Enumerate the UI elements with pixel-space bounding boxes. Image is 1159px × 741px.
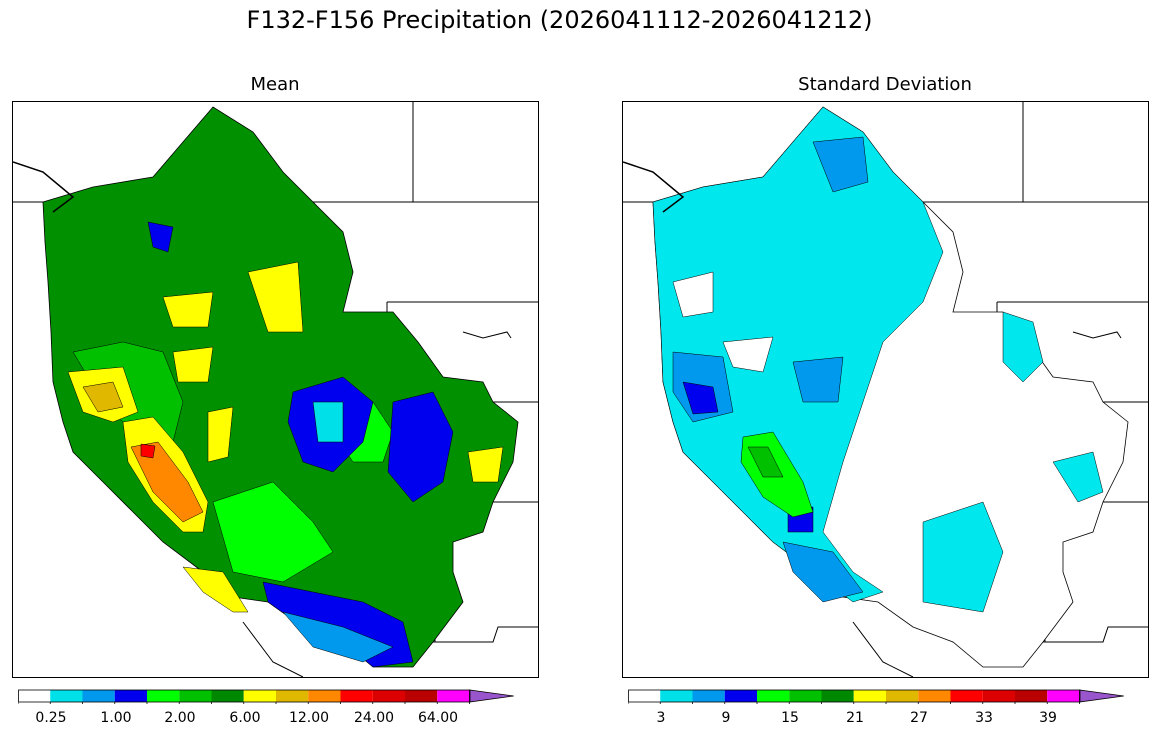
- stddev-tick-label: 3: [656, 710, 666, 726]
- colorbar-segment: [1015, 690, 1048, 702]
- colorbar-extend-triangle: [1079, 689, 1124, 703]
- stddev-region-lightblue-4: [782, 541, 864, 603]
- colorbar-segment: [372, 690, 405, 702]
- mean-region-gold: [82, 381, 124, 413]
- colorbar-segment: [950, 690, 983, 702]
- colorbar-segment: [243, 690, 276, 702]
- stddev-map-canvas: [623, 102, 1148, 677]
- mean-tick-label: 0.25: [35, 710, 67, 726]
- colorbar-frame: [628, 689, 1081, 703]
- colorbar-segment: [405, 690, 438, 702]
- mean-region-yellow-3: [247, 261, 304, 333]
- stddev-tick-label: 15: [781, 710, 799, 726]
- colorbar-segment: [147, 690, 180, 702]
- mean-tick-label: 1.00: [100, 710, 132, 726]
- stddev-region-white-2: [722, 336, 774, 373]
- mean-region-yellow-6: [207, 406, 234, 463]
- stddev-region-blue-1: [682, 381, 719, 415]
- stddev-map: [622, 101, 1149, 678]
- colorbar-segment: [918, 690, 951, 702]
- mean-panel-title: Mean: [250, 74, 300, 95]
- colorbar-segment: [692, 690, 725, 702]
- stddev-tick-label: 39: [1039, 710, 1057, 726]
- colorbar-segment: [853, 690, 886, 702]
- stddev-region-white-1: [672, 271, 714, 318]
- mean-region-lightblue: [282, 611, 394, 663]
- colorbar-segment: [211, 690, 244, 702]
- colorbar-segment: [50, 690, 83, 702]
- mean-tick-label: 6.00: [229, 710, 261, 726]
- colorbar-segment: [724, 690, 757, 702]
- colorbar-extend-triangle: [469, 689, 514, 703]
- mean-colorbar-labels: 0.25 1.00 2.00 6.00 12.00 24.00 64.00: [18, 710, 534, 730]
- stddev-panel-title: Standard Deviation: [798, 74, 972, 95]
- mean-region-yellow-7: [182, 566, 249, 613]
- stddev-region-darkgreen: [747, 446, 784, 478]
- colorbar-segment: [628, 690, 661, 702]
- colorbar-segment: [886, 690, 919, 702]
- mean-region-red: [140, 443, 156, 459]
- stddev-colorbar: [628, 689, 1124, 704]
- stddev-region-lightblue-3: [792, 356, 844, 403]
- mean-region-orange: [130, 441, 204, 523]
- mean-map-canvas: [13, 102, 538, 677]
- colorbar-segment: [1047, 690, 1080, 702]
- stddev-tick-label: 27: [910, 710, 928, 726]
- mean-tick-label: 24.00: [353, 710, 395, 726]
- mean-region-yellow-5: [172, 346, 214, 383]
- colorbar-segment: [340, 690, 373, 702]
- mean-region-yellow-4: [162, 291, 214, 328]
- colorbar-segment: [757, 690, 790, 702]
- stddev-colorbar-labels: 3 9 15 21 27 33 39: [628, 710, 1144, 730]
- stddev-region-lightblue-1: [812, 136, 869, 193]
- mean-region-blue-4: [147, 221, 174, 253]
- colorbar-segment: [437, 690, 470, 702]
- figure-title: F132-F156 Precipitation (2026041112-2026…: [246, 6, 873, 34]
- colorbar-segment: [789, 690, 822, 702]
- colorbar-segment: [114, 690, 147, 702]
- colorbar-segment: [276, 690, 309, 702]
- mean-region-yellow-8: [467, 446, 504, 483]
- colorbar-segment: [660, 690, 693, 702]
- mean-coastline: [13, 161, 75, 213]
- mean-region-blue-2: [387, 391, 454, 503]
- stddev-region-cyan-south: [922, 501, 1004, 613]
- mean-tick-label: 64.00: [417, 710, 459, 726]
- colorbar-segment: [821, 690, 854, 702]
- stddev-tick-label: 9: [721, 710, 731, 726]
- mean-region-cyan: [312, 401, 344, 443]
- mean-region-brightgreen: [212, 481, 334, 583]
- colorbar-segment: [982, 690, 1015, 702]
- stddev-region-cyan-east-2: [1052, 451, 1104, 503]
- mean-tick-label: 2.00: [164, 710, 196, 726]
- colorbar-segment: [18, 690, 51, 702]
- mean-map: [12, 101, 539, 678]
- colorbar-frame: [18, 689, 471, 703]
- stddev-coastline: [623, 161, 685, 213]
- stddev-region-cyan-west: [652, 106, 944, 603]
- colorbar-segment: [82, 690, 115, 702]
- colorbar-segment: [308, 690, 341, 702]
- stddev-tick-label: 21: [846, 710, 864, 726]
- mean-colorbar: [18, 689, 514, 704]
- stddev-region-cyan-east: [1002, 311, 1044, 383]
- stddev-tick-label: 33: [975, 710, 993, 726]
- mean-tick-label: 12.00: [288, 710, 330, 726]
- colorbar-segment: [179, 690, 212, 702]
